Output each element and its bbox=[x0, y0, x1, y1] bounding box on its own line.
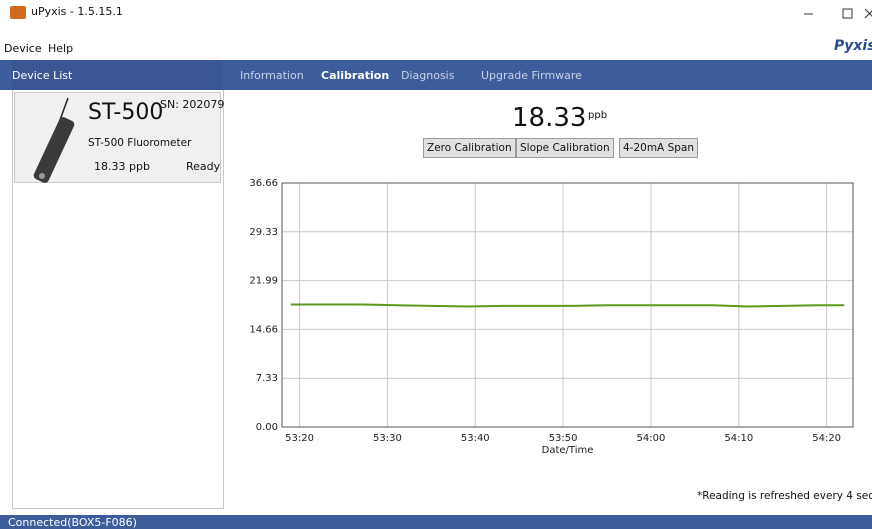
data-line bbox=[291, 305, 844, 307]
x-tick-label: 54:20 bbox=[812, 433, 841, 444]
y-tick-label: 36.66 bbox=[249, 178, 278, 189]
x-tick-label: 53:40 bbox=[461, 433, 490, 444]
x-tick-label: 53:50 bbox=[549, 433, 578, 444]
menu-item[interactable]: Device bbox=[4, 42, 42, 55]
footnote: *Reading is refreshed every 4 seconds bbox=[697, 490, 872, 502]
y-tick-label: 7.33 bbox=[256, 373, 278, 384]
device-serial: SN: 202079 bbox=[160, 98, 224, 111]
tab[interactable]: Calibration bbox=[321, 69, 389, 82]
x-axis-label: Date/Time bbox=[542, 445, 594, 456]
window-controls[interactable] bbox=[790, 0, 872, 30]
device-unit: ppb bbox=[129, 160, 150, 173]
tab[interactable]: Upgrade Firmware bbox=[481, 69, 582, 82]
button[interactable]: Slope Calibration bbox=[516, 138, 614, 158]
y-tick-label: 14.66 bbox=[249, 324, 278, 335]
y-tick-label: 29.33 bbox=[249, 227, 278, 238]
device-image bbox=[20, 96, 80, 184]
device-status: Ready bbox=[186, 160, 220, 173]
status-text: Connected(BOX5-F086) bbox=[8, 516, 137, 529]
tab[interactable]: Information bbox=[240, 69, 304, 82]
window-title: uPyxis - 1.5.15.1 bbox=[31, 5, 123, 18]
x-tick-label: 54:00 bbox=[637, 433, 666, 444]
chart: 0.00 7.33 14.66 21.99 29.33 36.66 53:20 53:30 53… bbox=[230, 168, 872, 468]
y-tick-label: 21.99 bbox=[249, 276, 278, 287]
device-model: ST-500 bbox=[88, 100, 163, 125]
app-window: uPyxis - 1.5.15.1 Device Help Pyxis Devi… bbox=[0, 0, 872, 529]
logo: Pyxis bbox=[834, 38, 872, 54]
menu-item[interactable]: Help bbox=[48, 42, 73, 55]
reading-value: 18.33 bbox=[512, 103, 586, 133]
x-tick-label: 53:20 bbox=[285, 433, 314, 444]
sidebar-header: Device List bbox=[12, 69, 72, 82]
button[interactable]: 4-20mA Span bbox=[619, 138, 698, 158]
app-icon bbox=[10, 6, 26, 19]
x-tick-label: 53:30 bbox=[373, 433, 402, 444]
x-tick-label: 54:10 bbox=[724, 433, 753, 444]
tab[interactable]: Diagnosis bbox=[401, 69, 454, 82]
reading-unit: ppb bbox=[588, 110, 607, 121]
device-reading: 18.33 bbox=[94, 160, 126, 173]
y-tick-label: 0.00 bbox=[256, 422, 278, 433]
device-name: ST-500 Fluorometer bbox=[88, 137, 191, 149]
button[interactable]: Zero Calibration bbox=[423, 138, 516, 158]
